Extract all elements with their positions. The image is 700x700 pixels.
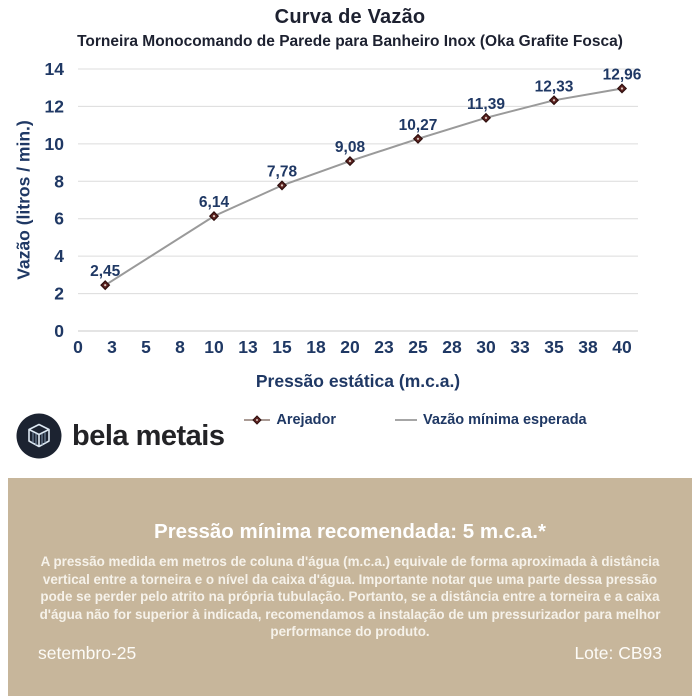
y-tick-label: 6 <box>54 209 64 229</box>
x-tick-label: 40 <box>612 337 632 357</box>
y-tick-label: 2 <box>54 284 64 304</box>
x-tick-label: 35 <box>544 337 564 357</box>
x-tick-label: 5 <box>141 337 151 357</box>
data-point-label: 6,14 <box>199 194 230 211</box>
x-tick-label: 0 <box>73 337 83 357</box>
y-tick-label: 0 <box>54 321 64 341</box>
data-point-marker-center <box>280 184 284 187</box>
cube-logo-icon <box>16 413 62 459</box>
line-legend-icon <box>395 419 418 421</box>
y-tick-label: 4 <box>54 246 64 266</box>
brand-name: bela metais <box>72 419 225 452</box>
date-label: setembro-25 <box>38 643 137 663</box>
info-footer: setembro-25 Lote: CB93 <box>38 643 662 664</box>
data-point-marker-center <box>104 284 107 287</box>
legend-item-vazao-minima: Vazão mínima esperada <box>394 412 587 428</box>
x-tick-label: 13 <box>238 337 258 357</box>
x-axis-title: Pressão estática (m.c.a.) <box>255 371 461 391</box>
chart-subtitle: Torneira Monocomando de Parede para Banh… <box>77 33 623 50</box>
lot-label: Lote: CB93 <box>574 643 662 663</box>
data-point-label: 9,08 <box>335 139 366 156</box>
y-tick-label: 14 <box>45 59 65 79</box>
x-tick-label: 30 <box>476 337 496 357</box>
y-tick-label: 8 <box>54 171 64 191</box>
y-tick-label: 12 <box>45 96 65 116</box>
y-axis-title: Vazão (litros / min.) <box>13 120 34 280</box>
data-point-label: 12,33 <box>535 78 574 95</box>
x-tick-label: 3 <box>107 337 117 357</box>
x-tick-label: 38 <box>578 337 598 357</box>
data-point-marker-center <box>620 87 624 90</box>
data-point-marker-center <box>484 116 488 119</box>
brand-logo: bela metais <box>16 413 225 459</box>
data-point-marker-center <box>416 137 420 140</box>
x-tick-label: 33 <box>510 337 530 357</box>
min-pressure-heading: Pressão mínima recomendada: 5 m.c.a.* <box>154 520 546 543</box>
x-tick-label: 18 <box>306 337 326 357</box>
x-tick-label: 25 <box>408 337 428 357</box>
chart-legend: Arejador Vazão mínima esperada <box>130 412 700 428</box>
legend-label: Vazão mínima esperada <box>423 412 587 428</box>
data-point-marker-center <box>552 99 556 102</box>
data-point-label: 2,45 <box>90 263 121 280</box>
data-point-label: 7,78 <box>267 163 298 180</box>
pressure-explanation-text: A pressão medida em metros de coluna d'á… <box>39 554 661 640</box>
legend-label: Arejador <box>276 412 337 428</box>
info-panel: Pressão mínima recomendada: 5 m.c.a.* A … <box>8 478 692 696</box>
data-point-marker-center <box>348 159 352 163</box>
x-tick-label: 10 <box>204 337 224 357</box>
data-point-marker-center <box>212 214 216 218</box>
x-tick-label: 8 <box>175 337 185 357</box>
chart-title: Curva de Vazão <box>274 6 426 28</box>
line-diamond-legend-icon <box>244 415 271 425</box>
legend-item-arejador: Arejador <box>243 412 336 428</box>
data-point-label: 10,27 <box>399 117 438 134</box>
y-tick-label: 10 <box>45 134 65 154</box>
x-tick-label: 20 <box>340 337 360 357</box>
x-tick-label: 28 <box>442 337 462 357</box>
arejador-series-line <box>104 87 623 287</box>
x-tick-label: 15 <box>272 337 292 357</box>
x-tick-label: 23 <box>374 337 394 357</box>
data-point-label: 11,39 <box>467 96 505 113</box>
data-point-label: 12,96 <box>603 66 642 83</box>
